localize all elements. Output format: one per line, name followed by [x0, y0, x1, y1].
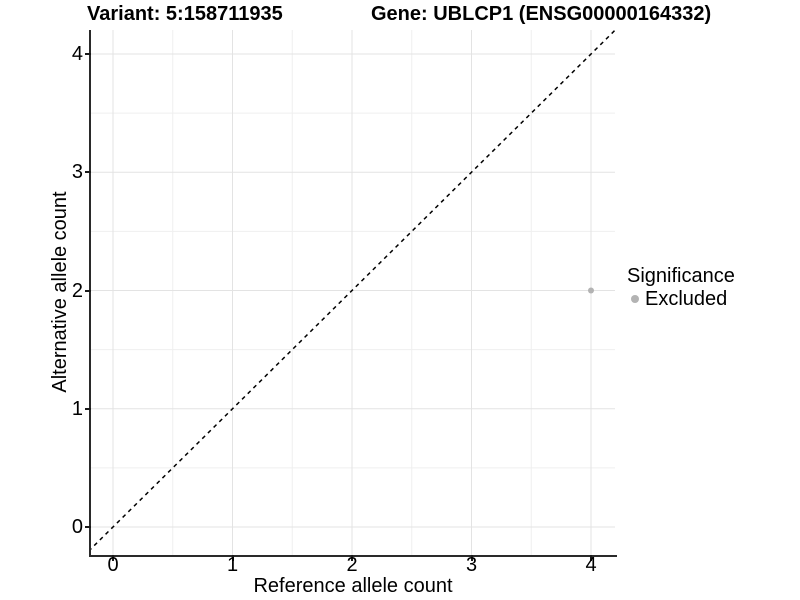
- legend-item: Excluded: [627, 288, 735, 310]
- legend-dot-icon: [631, 295, 639, 303]
- y-tick-label: 3: [71, 161, 83, 184]
- data-point: [588, 287, 594, 294]
- y-tick-mark: [85, 171, 91, 174]
- x-tick-label: 4: [585, 554, 597, 576]
- y-tick-label: 4: [71, 43, 83, 65]
- variant-title: Variant: 5:158711935: [87, 3, 283, 25]
- y-tick-label: 1: [71, 397, 83, 420]
- legend: Significance Excluded: [627, 265, 735, 310]
- plot-panel: [91, 30, 615, 555]
- plot-canvas: [91, 30, 615, 555]
- x-tick-label: 0: [107, 554, 119, 576]
- y-tick-mark: [85, 526, 91, 528]
- x-axis-line: [89, 555, 617, 557]
- y-tick-label: 0: [71, 516, 83, 538]
- x-tick-mark: [590, 555, 592, 561]
- y-axis-line: [89, 30, 91, 557]
- x-tick-mark: [470, 555, 473, 561]
- x-tick-mark: [231, 555, 234, 561]
- x-tick-mark: [112, 555, 114, 561]
- y-tick-mark: [85, 407, 91, 410]
- y-tick-label: 2: [71, 279, 83, 302]
- legend-items: Excluded: [627, 288, 735, 310]
- x-tick-label: 2: [346, 554, 358, 576]
- gene-title: Gene: UBLCP1 (ENSG00000164332): [371, 3, 712, 25]
- legend-item-label: Excluded: [645, 288, 728, 310]
- y-tick-mark: [85, 289, 91, 292]
- legend-title: Significance: [627, 265, 735, 287]
- x-tick-mark: [351, 555, 353, 561]
- identity-dashed-line: [91, 30, 615, 550]
- x-tick-label: 3: [465, 554, 478, 576]
- y-tick-mark: [85, 53, 91, 55]
- x-tick-label: 1: [226, 554, 239, 576]
- x-axis-title: Reference allele count: [253, 575, 453, 597]
